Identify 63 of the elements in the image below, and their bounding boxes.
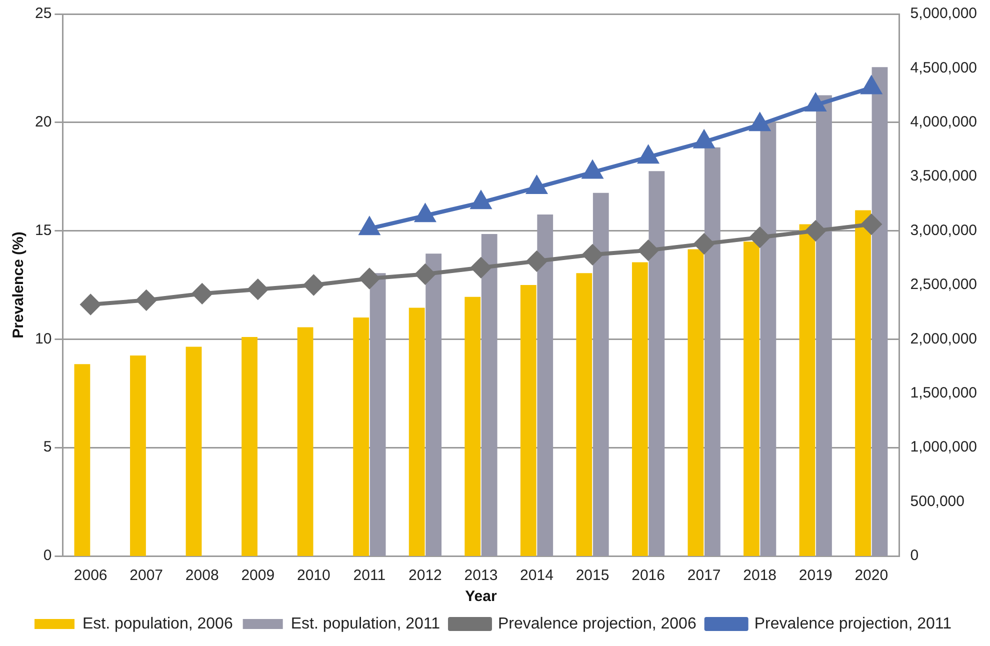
y2-tick-label: 1,500,000 (910, 384, 978, 402)
bar (760, 122, 776, 556)
y2-tick-label: 2,000,000 (910, 330, 978, 348)
bar (744, 242, 760, 556)
x-tick-label: 2020 (854, 567, 888, 584)
y2-tick-label: 3,500,000 (910, 168, 978, 185)
y-tick-label: 10 (34, 330, 52, 348)
bar (481, 234, 498, 556)
bar (688, 249, 704, 556)
legend-label: Prevalence projection, 2011 (754, 615, 952, 632)
bar (520, 285, 536, 556)
bar (297, 327, 314, 556)
y-tick-label: 5 (43, 438, 52, 456)
x-tick-label: 2011 (353, 567, 386, 584)
x-tick-label: 2013 (464, 567, 498, 584)
y2-tick-label: 4,000,000 (910, 114, 978, 131)
legend-label: Est. population, 2011 (290, 615, 440, 632)
bar (592, 192, 609, 556)
bar (130, 355, 146, 556)
bar (74, 364, 90, 556)
bar (353, 318, 370, 556)
x-tick-label: 2009 (241, 567, 275, 584)
y-tick-label: 0 (43, 547, 52, 564)
y2-tick-label: 0 (910, 547, 919, 564)
x-tick-label: 2018 (743, 567, 777, 584)
legend-label: Est. population, 2006 (82, 615, 233, 632)
bar (186, 346, 202, 556)
y2-tick-label: 1,000,000 (910, 438, 978, 456)
bar (408, 308, 425, 556)
bar (464, 296, 481, 556)
x-tick-label: 2019 (798, 567, 832, 584)
bar (537, 214, 554, 556)
x-tick-label: 2010 (296, 567, 330, 584)
bar (799, 224, 816, 556)
y2-tick-label: 3,000,000 (910, 222, 978, 239)
y2-tick-label: 500,000 (910, 492, 965, 510)
bar (872, 67, 888, 556)
x-tick-label: 2008 (185, 567, 219, 584)
bar (576, 273, 592, 556)
bar (855, 210, 871, 556)
y2-tick-label: 4,500,000 (910, 59, 978, 76)
bar (632, 262, 648, 556)
y-tick-label: 15 (34, 222, 52, 239)
y-axis-title: Prevalence (%) (10, 232, 28, 338)
bar (816, 95, 832, 556)
x-tick-label: 2014 (520, 567, 554, 584)
x-tick-label: 2017 (687, 567, 721, 584)
x-tick-label: 2006 (74, 567, 108, 584)
y2-tick-label: 5,000,000 (910, 5, 978, 22)
bar (426, 254, 442, 556)
bar (704, 147, 720, 556)
legend-label: Prevalence projection, 2006 (498, 615, 696, 632)
bar (370, 273, 386, 556)
x-tick-label: 2015 (576, 567, 610, 584)
bar (648, 171, 665, 556)
x-tick-label: 2012 (408, 567, 442, 584)
x-tick-label: 2016 (632, 567, 665, 584)
y-tick-label: 25 (34, 5, 52, 22)
bar (242, 337, 258, 556)
x-tick-label: 2007 (130, 567, 164, 584)
y2-tick-label: 2,500,000 (910, 276, 978, 294)
y-tick-label: 20 (34, 114, 52, 131)
x-axis-title: Year (465, 588, 497, 606)
